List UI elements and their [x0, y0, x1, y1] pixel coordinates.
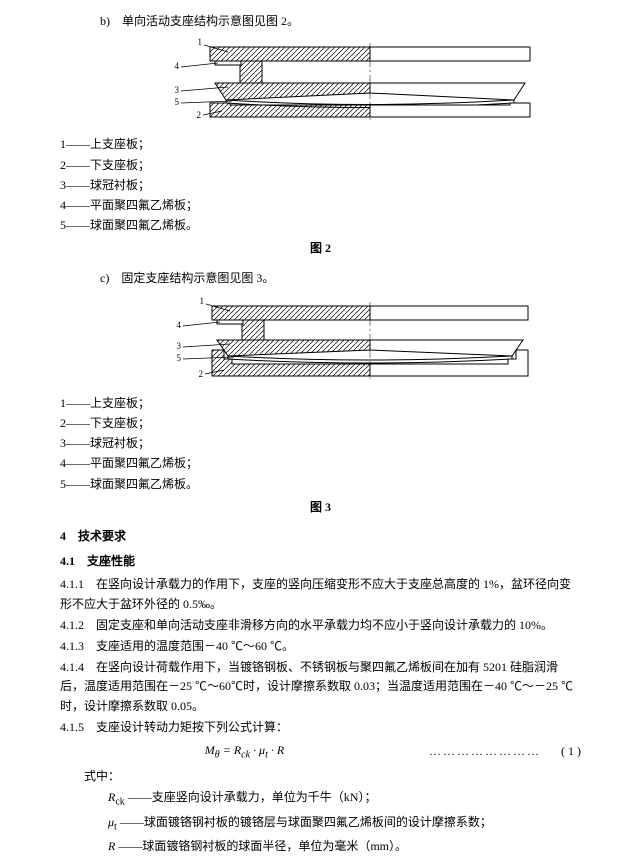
clause-text: 支座设计转动力矩按下列公式计算：	[96, 720, 288, 734]
clause-num: 4.1.1	[60, 577, 84, 591]
clause-num: 4.1.5	[60, 720, 84, 734]
clause-4-1-2: 4.1.2 固定支座和单向活动支座非滑移方向的水平承载力均不应小于竖向设计承载力…	[60, 616, 581, 635]
fig2-leader-5: 5	[175, 97, 180, 107]
fig3-leader-3: 3	[177, 341, 182, 351]
formula-number: ( 1 )	[541, 742, 581, 761]
def-r: R ——球面镀铬钢衬板的球面半径，单位为毫米（mm）。	[108, 837, 581, 856]
clause-4-1-1: 4.1.1 在竖向设计承载力的作用下，支座的竖向压缩变形不应大于支座总高度的 1…	[60, 575, 581, 613]
clause-num: 4.1.3	[60, 639, 84, 653]
clause-4-1-4: 4.1.4 在竖向设计荷载作用下，当镀铬钢板、不锈钢板与聚四氟乙烯板间在加有 5…	[60, 658, 581, 716]
legend-row: 1——上支座板；	[60, 135, 581, 154]
figure-2-legend: 1——上支座板； 2——下支座板； 3——球冠衬板； 4——平面聚四氟乙烯板； …	[60, 135, 581, 235]
fig2-leader-1: 1	[198, 37, 203, 47]
item-c-label: c)	[100, 271, 109, 285]
item-c: c) 固定支座结构示意图见图 3。	[100, 269, 581, 288]
fig2-leader-2: 2	[197, 110, 202, 120]
section-4-1-heading: 4.1 支座性能	[60, 552, 581, 571]
section-4-num: 4	[60, 529, 66, 543]
legend-row: 1——上支座板；	[60, 394, 581, 413]
fig3-leader-5: 5	[177, 353, 182, 363]
figure-3-legend: 1——上支座板； 2——下支座板； 3——球冠衬板； 4——平面聚四氟乙烯板； …	[60, 394, 581, 494]
clause-4-1-3: 4.1.3 支座适用的温度范围－40 ℃～60 ℃。	[60, 637, 581, 656]
clause-num: 4.1.4	[60, 660, 84, 674]
section-4-heading: 4 技术要求	[60, 527, 581, 546]
figure-2: 1 4 3 5 2	[170, 37, 581, 131]
fig3-leader-2: 2	[199, 369, 204, 379]
clause-num: 4.1.2	[60, 618, 84, 632]
formula-expression: Mθ = Rck · μt · R	[60, 741, 429, 763]
legend-row: 2——下支座板；	[60, 156, 581, 175]
figure-2-caption: 图 2	[60, 239, 581, 258]
fig3-leader-4: 4	[177, 320, 182, 330]
figure-3-caption: 图 3	[60, 498, 581, 517]
legend-row: 5——球面聚四氟乙烯板。	[60, 216, 581, 235]
section-4-title: 技术要求	[78, 529, 126, 543]
fig2-leader-4: 4	[175, 61, 180, 71]
def-rck: Rck ——支座竖向设计承载力，单位为千牛（kN）；	[108, 788, 581, 810]
legend-row: 3——球冠衬板；	[60, 434, 581, 453]
def-mut: μt ——球面镀铬钢衬板的镀铬层与球面聚四氟乙烯板间的设计摩擦系数；	[108, 813, 581, 835]
fig3-leader-1: 1	[200, 296, 205, 306]
item-c-text: 固定支座结构示意图见图 3。	[121, 271, 274, 285]
clause-text: 支座适用的温度范围－40 ℃～60 ℃。	[96, 639, 294, 653]
section-4-1-num: 4.1	[60, 554, 75, 568]
formula-1: Mθ = Rck · μt · R …………………… ( 1 )	[60, 741, 581, 763]
where-label: 式中：	[84, 767, 581, 786]
legend-row: 5——球面聚四氟乙烯板。	[60, 475, 581, 494]
legend-row: 4——平面聚四氟乙烯板；	[60, 196, 581, 215]
clause-text: 固定支座和单向活动支座非滑移方向的水平承载力均不应小于竖向设计承载力的 10%。	[96, 618, 553, 632]
clause-text: 在竖向设计承载力的作用下，支座的竖向压缩变形不应大于支座总高度的 1%，盆环径向…	[60, 577, 571, 610]
figure-3-svg: 1 4 3 5 2	[170, 294, 540, 384]
clause-4-1-5: 4.1.5 支座设计转动力矩按下列公式计算：	[60, 718, 581, 737]
legend-row: 3——球冠衬板；	[60, 176, 581, 195]
formula-dots: ……………………	[429, 742, 541, 761]
legend-row: 4——平面聚四氟乙烯板；	[60, 454, 581, 473]
figure-3: 1 4 3 5 2	[170, 294, 581, 390]
figure-2-svg: 1 4 3 5 2	[170, 37, 540, 125]
section-4-1-title: 支座性能	[87, 554, 135, 568]
fig2-leader-3: 3	[175, 85, 180, 95]
item-b: b) 单向活动支座结构示意图见图 2。	[100, 12, 581, 31]
legend-row: 2——下支座板；	[60, 414, 581, 433]
item-b-label: b)	[100, 14, 110, 28]
item-b-text: 单向活动支座结构示意图见图 2。	[122, 14, 299, 28]
clause-text: 在竖向设计荷载作用下，当镀铬钢板、不锈钢板与聚四氟乙烯板间在加有 5201 硅脂…	[60, 660, 573, 712]
